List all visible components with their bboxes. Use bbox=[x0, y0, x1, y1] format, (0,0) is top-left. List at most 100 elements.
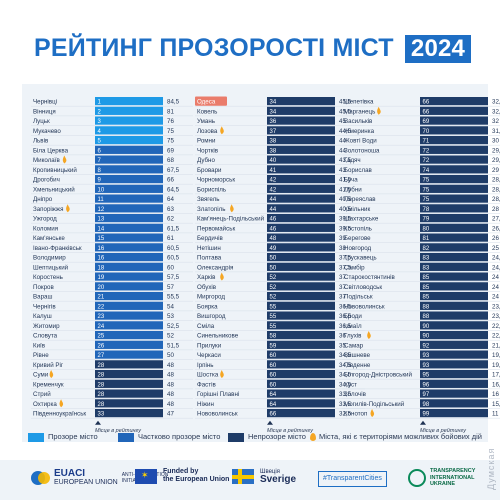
score-label: 33,5 bbox=[339, 401, 352, 408]
score-label: 23,5 bbox=[492, 303, 500, 310]
ranking-row: Ірпінь 60 34,5 bbox=[195, 360, 365, 370]
rank-label: 48 bbox=[270, 236, 277, 242]
score-label: 28,5 bbox=[492, 196, 500, 203]
rank-bar bbox=[420, 253, 488, 262]
rank-bar bbox=[267, 272, 335, 281]
rank-label: 46 bbox=[270, 226, 277, 232]
city-name: Кропивницький bbox=[33, 167, 77, 174]
rank-label: 85 bbox=[423, 285, 430, 291]
rank-bar bbox=[95, 97, 163, 106]
ranking-row: Суми 28 48 bbox=[31, 370, 193, 380]
rank-bar bbox=[420, 175, 488, 184]
rank-bar bbox=[95, 409, 163, 418]
ranking-row: Дубно 40 43,5 bbox=[195, 155, 365, 165]
rank-label: 12 bbox=[98, 207, 105, 213]
ranking-row: Ужгород 13 62 bbox=[31, 214, 193, 224]
score-label: 69 bbox=[167, 147, 174, 154]
score-label: 57,5 bbox=[167, 274, 180, 281]
ranking-row: Лозова 37 44,5 bbox=[195, 126, 365, 136]
score-label: 19,5 bbox=[492, 352, 500, 359]
city-name: Ірпінь bbox=[197, 362, 214, 369]
city-name: Умань bbox=[197, 118, 215, 125]
ranking-row: Південне 93 19,5 bbox=[342, 360, 500, 370]
rank-bar bbox=[267, 360, 335, 369]
rank-bar bbox=[420, 282, 488, 291]
score-label: 27,5 bbox=[492, 216, 500, 223]
rank-bar bbox=[267, 126, 335, 135]
rank-label: 33 bbox=[98, 412, 105, 418]
score-label: 39,5 bbox=[339, 216, 352, 223]
ranking-row: Бориспіль 42 41,5 bbox=[195, 184, 365, 195]
score-label: 26 bbox=[492, 235, 499, 242]
score-label: 34,5 bbox=[339, 381, 352, 388]
ranking-row: Білгород-Дністровський 95 17,5 bbox=[342, 370, 500, 380]
ranking-row: Васильків 69 32 bbox=[342, 116, 500, 126]
legend: Прозоре місто Частково прозоре місто Неп… bbox=[28, 430, 488, 446]
ranking-row: Костопіль 80 26,5 bbox=[342, 223, 500, 234]
city-name: Світловодськ bbox=[344, 284, 382, 291]
rank-label: 27 bbox=[98, 353, 105, 359]
rank-label: 44 bbox=[270, 197, 277, 203]
ranking-row: Золотоноша 72 29,5 bbox=[342, 145, 500, 156]
rank-label: 36 bbox=[270, 119, 277, 125]
rank-label: 52 bbox=[270, 285, 277, 291]
ranking-row: Покров 20 57 bbox=[31, 282, 193, 292]
legend-transparent: Прозоре місто bbox=[28, 430, 98, 444]
score-label: 29,5 bbox=[492, 147, 500, 154]
score-label: 31,5 bbox=[492, 128, 500, 135]
ranking-row: Самар 92 21,5 bbox=[342, 340, 500, 351]
rank-label: 93 bbox=[423, 363, 430, 369]
score-label: 32 bbox=[492, 118, 499, 125]
rank-bar bbox=[420, 350, 488, 359]
ranking-row: Миргород 52 37 bbox=[195, 292, 365, 302]
rank-bar bbox=[95, 292, 163, 301]
ranking-row: Бердичів 48 39 bbox=[195, 233, 365, 243]
rank-bar bbox=[95, 272, 163, 281]
score-label: 54 bbox=[167, 303, 174, 310]
ranking-row: Житомир 24 52,5 bbox=[31, 321, 193, 331]
rank-label: 20 bbox=[98, 285, 105, 291]
city-name: Кременчук bbox=[33, 381, 64, 388]
city-name: Хмільник bbox=[344, 206, 370, 213]
rank-label: 69 bbox=[423, 119, 430, 125]
rank-label: 14 bbox=[98, 226, 105, 232]
score-label: 33,5 bbox=[339, 391, 352, 398]
city-name: Глухів bbox=[344, 333, 362, 340]
city-name: Бровари bbox=[197, 167, 222, 174]
euaci-sub-1: EUROPEAN UNION bbox=[53, 478, 118, 486]
rank-bar bbox=[95, 311, 163, 320]
rank-label: 15 bbox=[98, 236, 105, 242]
war-flame-icon bbox=[62, 155, 67, 164]
score-label: 64 bbox=[167, 196, 174, 203]
ranking-row: Бровари 41 43 bbox=[195, 165, 365, 175]
rank-bar bbox=[420, 360, 488, 369]
score-label: 36,5 bbox=[339, 303, 352, 310]
score-label: 28,5 bbox=[492, 177, 500, 184]
city-name: Луцьк bbox=[33, 118, 50, 125]
city-name: Могилів-Подільський bbox=[344, 401, 405, 408]
rank-bar bbox=[95, 262, 163, 271]
rank-bar bbox=[420, 370, 488, 379]
rank-bar bbox=[95, 184, 163, 193]
rank-label: 38 bbox=[270, 139, 277, 145]
rank-label: 21 bbox=[98, 295, 105, 301]
war-flame-icon bbox=[377, 106, 381, 115]
ranking-row: Фастів 60 34,5 bbox=[195, 379, 365, 390]
score-label: 41,5 bbox=[339, 177, 352, 184]
city-name: Черкаси bbox=[197, 352, 221, 359]
city-name: Кам'янець-Подільський bbox=[197, 216, 265, 223]
rank-bar bbox=[420, 379, 488, 388]
city-name: Івано-Франківськ bbox=[33, 245, 82, 252]
city-name: Південноукраїнськ bbox=[33, 411, 86, 418]
score-label: 34,5 bbox=[339, 352, 352, 359]
ranking-row: Могилів-Подільський 98 15,5 bbox=[342, 399, 500, 409]
city-name: Конотоп bbox=[344, 411, 367, 418]
rank-bar bbox=[420, 145, 488, 154]
rank-label: 50 bbox=[270, 265, 277, 271]
ranking-row: Сміла 55 36,5 bbox=[195, 321, 365, 331]
rank-label: 11 bbox=[98, 197, 105, 203]
ranking-row: Шепетівка 66 32,5 bbox=[342, 97, 500, 107]
rank-label: 83 bbox=[423, 265, 430, 271]
ranking-row: Володимир 16 60,5 bbox=[31, 253, 193, 263]
rank-bar bbox=[267, 340, 335, 349]
